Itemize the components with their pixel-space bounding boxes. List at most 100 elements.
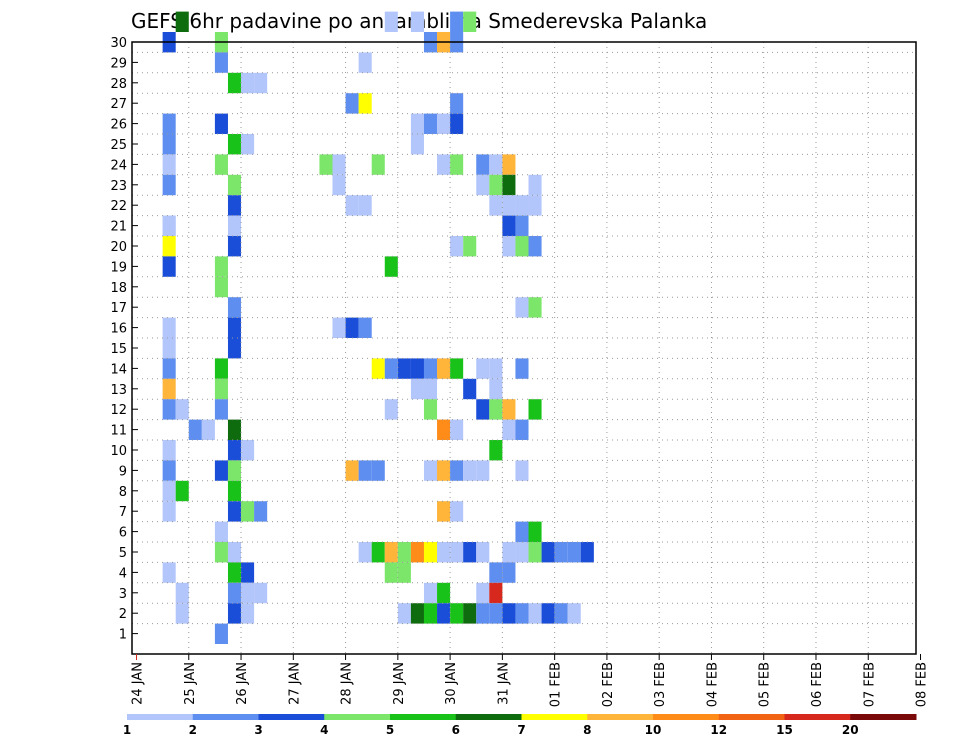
y-tick-label: 17: [110, 301, 127, 316]
heatmap-cell: [476, 542, 490, 563]
heatmap-cell: [450, 236, 464, 257]
x-tick-label: 02 FEB: [601, 662, 616, 707]
heatmap-cell: [515, 297, 529, 318]
heatmap-cell: [227, 236, 242, 257]
heatmap-cell: [502, 236, 516, 257]
heatmap-cell: [162, 501, 176, 522]
x-tick-label: 03 FEB: [653, 662, 668, 707]
heatmap-cell: [345, 195, 359, 216]
heatmap-cell: [489, 603, 503, 624]
heatmap-cell: [345, 93, 359, 114]
colorbar-label: 2: [189, 723, 197, 737]
heatmap-cell: [162, 460, 176, 481]
heatmap-cell: [410, 603, 424, 624]
heatmap-cell: [515, 195, 529, 216]
heatmap-cell: [358, 52, 372, 73]
x-tick-label: 04 FEB: [705, 662, 720, 707]
heatmap-cell: [528, 236, 542, 257]
colorbar-label: 6: [452, 723, 460, 737]
heatmap-cell: [332, 174, 346, 196]
heatmap-cell: [528, 174, 542, 196]
heatmap-cell: [214, 154, 228, 175]
y-tick-label: 12: [110, 403, 127, 418]
y-tick-label: 15: [110, 342, 127, 357]
heatmap-cell: [423, 113, 438, 134]
heatmap-cell: [580, 542, 594, 563]
heatmap-cell: [227, 338, 242, 359]
heatmap-cell: [423, 399, 438, 420]
heatmap-cell: [515, 358, 529, 379]
heatmap-cell: [410, 358, 424, 379]
colorbar-label: 7: [517, 723, 525, 737]
heatmap-cell: [162, 562, 176, 583]
y-tick-label: 14: [110, 362, 127, 377]
y-tick-label: 30: [110, 36, 127, 51]
x-tick-label: 07 FEB: [862, 662, 877, 707]
heatmap-cell: [489, 378, 503, 400]
heatmap-cell: [241, 501, 255, 522]
heatmap-cell: [241, 562, 255, 583]
heatmap-cell: [162, 174, 176, 196]
colorbar-segment: [390, 714, 457, 720]
heatmap-cell: [410, 134, 424, 155]
heatmap-cell: [528, 521, 542, 542]
heatmap-cell: [515, 521, 529, 542]
heatmap-cell: [423, 603, 438, 624]
y-tick-label: 11: [110, 424, 127, 439]
heatmap-cell: [227, 501, 242, 522]
heatmap-cell: [358, 317, 372, 338]
heatmap-cell: [241, 134, 255, 155]
heatmap-cell: [476, 399, 490, 420]
x-tick-label: 28 JAN: [340, 662, 355, 705]
heatmap-cell: [162, 154, 176, 175]
heatmap-cell: [554, 603, 568, 624]
heatmap-cell: [254, 72, 268, 94]
colorbar-label: 1: [123, 723, 131, 737]
heatmap-cell: [175, 603, 189, 624]
heatmap-cell: [528, 297, 542, 318]
heatmap-cell: [515, 236, 529, 257]
heatmap-cell: [227, 215, 242, 236]
heatmap-cell: [241, 72, 255, 94]
y-tick-label: 22: [110, 199, 127, 214]
heatmap-cell: [423, 460, 438, 481]
colorbar-label: 4: [320, 723, 328, 737]
heatmap-cell: [476, 603, 490, 624]
y-tick-label: 16: [110, 322, 127, 337]
heatmap-cell: [397, 542, 411, 563]
heatmap-cell: [358, 195, 372, 216]
heatmap-cell: [515, 603, 529, 624]
heatmap-cell: [502, 174, 516, 196]
heatmap-cell: [437, 603, 451, 624]
heatmap-cell: [162, 317, 176, 338]
heatmap-cell: [450, 154, 464, 175]
colorbar-segment: [587, 714, 654, 720]
heatmap-cell: [423, 582, 438, 604]
y-tick-label: 23: [110, 179, 127, 194]
x-tick-label: 31 JAN: [496, 662, 511, 705]
heatmap-cell: [528, 399, 542, 420]
heatmap-cell: [541, 603, 555, 624]
heatmap-cell: [463, 378, 477, 400]
heatmap-cell: [437, 113, 451, 134]
y-tick-label: 27: [110, 97, 127, 112]
colorbar-segment: [324, 714, 391, 720]
heatmap-cell: [371, 154, 385, 175]
x-tick-label: 01 FEB: [549, 662, 564, 707]
heatmap-cell: [162, 440, 176, 461]
heatmap-cell: [384, 562, 398, 583]
heatmap-cell: [489, 399, 503, 420]
y-tick-label: 20: [110, 240, 127, 255]
heatmap-cell: [397, 603, 411, 624]
heatmap-cell: [450, 11, 464, 32]
heatmap-cell: [528, 542, 542, 563]
colorbar-label: 12: [710, 723, 727, 737]
y-tick-label: 7: [119, 505, 127, 520]
heatmap-cell: [227, 440, 242, 461]
colorbar: 1 2 3 4 5 6 7 8 10 12 15 20: [123, 714, 917, 737]
heatmap-cell: [502, 195, 516, 216]
heatmap-cell: [214, 113, 228, 134]
heatmap-cell: [345, 460, 359, 481]
heatmap-cell: [227, 582, 242, 604]
